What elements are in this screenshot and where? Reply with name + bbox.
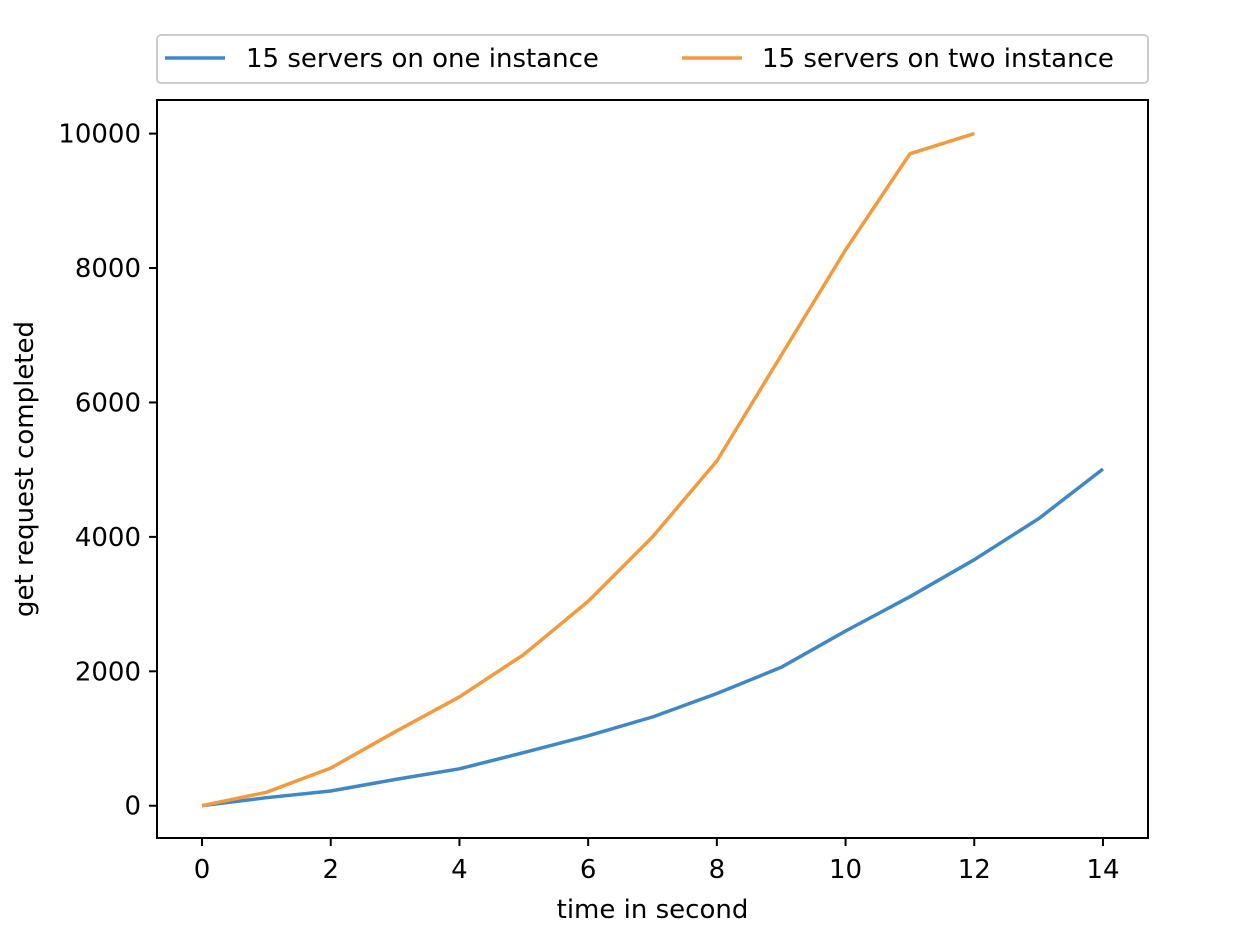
x-tick-label: 6 <box>580 855 597 885</box>
legend-box <box>156 34 1149 84</box>
y-tick-label: 8000 <box>75 254 141 284</box>
x-tick-label: 0 <box>194 855 211 885</box>
legend-label-one-instance: 15 servers on one instance <box>246 44 599 74</box>
x-axis-label: time in second <box>557 895 749 925</box>
y-tick-label: 2000 <box>75 657 141 687</box>
legend-label-two-instance: 15 servers on two instance <box>762 44 1114 74</box>
y-tick-label: 4000 <box>75 523 141 553</box>
y-axis: 0 2000 4000 6000 8000 10000 <box>58 120 157 822</box>
x-tick-label: 14 <box>1086 855 1119 885</box>
x-axis: 0 2 4 6 8 10 12 14 <box>194 838 1120 885</box>
x-tick-label: 8 <box>709 855 726 885</box>
y-tick-label: 6000 <box>75 388 141 418</box>
x-tick-label: 10 <box>829 855 862 885</box>
series-line-0 <box>201 467 1105 808</box>
plot-area-frame <box>156 99 1149 839</box>
series-line-1 <box>201 131 975 808</box>
x-tick-label: 2 <box>322 855 339 885</box>
legend: 15 servers on one instance 15 servers on… <box>156 34 1149 84</box>
y-tick-label: 10000 <box>58 120 141 150</box>
y-axis-label: get request completed <box>10 321 40 617</box>
x-tick-label: 4 <box>451 855 468 885</box>
series-lines <box>201 131 1105 808</box>
x-tick-label: 12 <box>958 855 991 885</box>
y-tick-label: 0 <box>124 792 141 822</box>
